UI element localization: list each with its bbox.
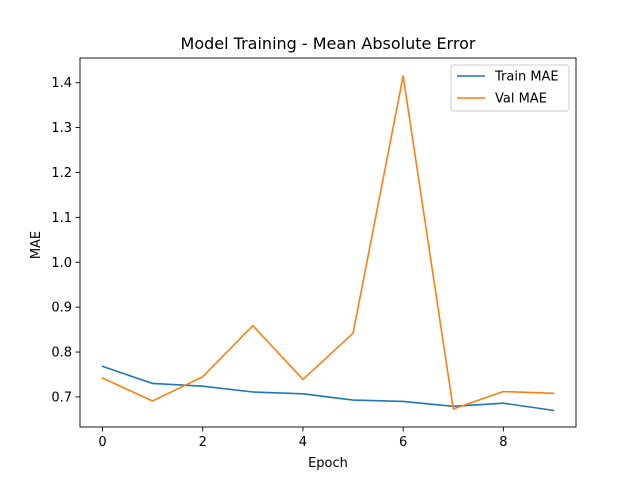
y-tick-label: 0.8 bbox=[51, 346, 72, 361]
y-axis-label: MAE bbox=[29, 231, 44, 259]
series-line-val-mae bbox=[101, 75, 555, 410]
y-tick-label: 1.1 bbox=[51, 211, 72, 226]
x-tick-label: 2 bbox=[199, 435, 207, 450]
plot-area: 0 2 4 6 8 0.7 0.8 0.9 1.0 1.1 1.2 1.3 1.4 Train MAE Va… bbox=[51, 57, 577, 450]
x-tick-label: 4 bbox=[299, 435, 307, 450]
y-tick-label: 0.7 bbox=[51, 390, 72, 405]
x-tick-label: 6 bbox=[399, 435, 407, 450]
chart-title: Model Training - Mean Absolute Error bbox=[181, 34, 476, 53]
y-tick-label: 1.4 bbox=[51, 76, 72, 91]
legend-label-train-mae: Train MAE bbox=[494, 70, 559, 85]
axes-frame bbox=[79, 57, 577, 428]
y-tick-label: 1.0 bbox=[51, 256, 72, 271]
y-tick-label: 1.3 bbox=[51, 121, 72, 136]
series-line-train-mae bbox=[101, 365, 555, 412]
x-tick-label: 0 bbox=[98, 435, 106, 450]
y-tick-label: 0.9 bbox=[51, 301, 72, 316]
y-tick-label: 1.2 bbox=[51, 166, 72, 181]
legend-label-val-mae: Val MAE bbox=[495, 92, 547, 107]
x-tick-label: 8 bbox=[499, 435, 507, 450]
x-axis-label: Epoch bbox=[308, 456, 348, 471]
